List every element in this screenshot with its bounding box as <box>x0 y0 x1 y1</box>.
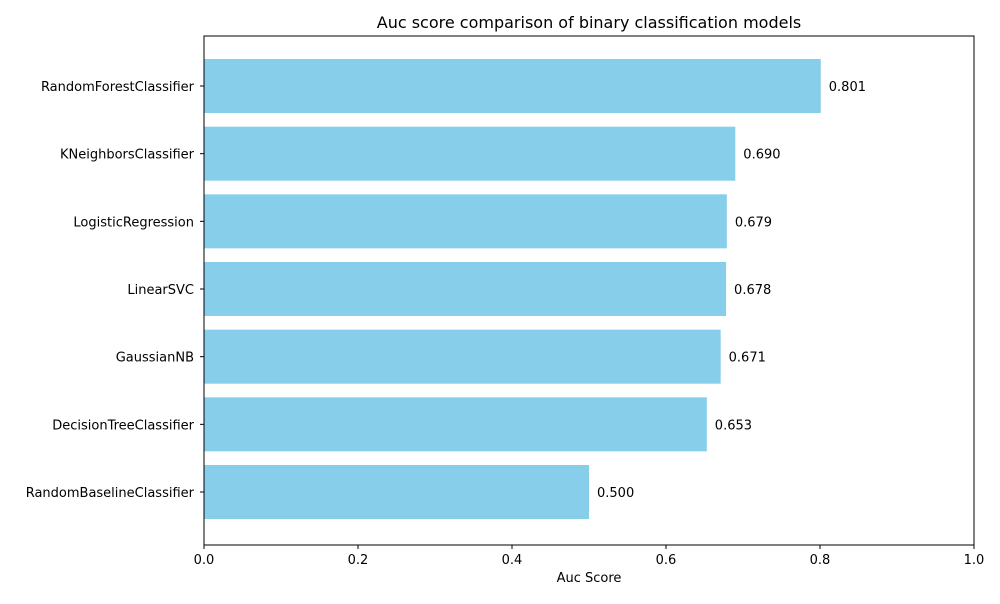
value-label-RandomBaselineClassifier: 0.500 <box>597 486 634 501</box>
value-label-KNeighborsClassifier: 0.690 <box>743 148 780 163</box>
y-tick-label-RandomForestClassifier: RandomForestClassifier <box>41 80 195 95</box>
bar-GaussianNB <box>204 329 721 384</box>
y-tick-label-GaussianNB: GaussianNB <box>116 351 194 366</box>
x-axis: 0.0 0.2 0.4 0.6 0.8 1.0 <box>194 545 985 568</box>
y-tick-label-LogisticRegression: LogisticRegression <box>73 215 194 230</box>
value-labels-layer: 0.801 0.690 0.679 0.678 0.671 0.653 0.500 <box>597 80 866 501</box>
y-tick-label-LinearSVC: LinearSVC <box>127 283 194 298</box>
x-tick-label-0.4: 0.4 <box>502 553 523 568</box>
value-label-RandomForestClassifier: 0.801 <box>829 80 866 95</box>
value-label-GaussianNB: 0.671 <box>729 351 766 366</box>
value-label-DecisionTreeClassifier: 0.653 <box>715 418 752 433</box>
value-label-LinearSVC: 0.678 <box>734 283 771 298</box>
x-tick-label-0.8: 0.8 <box>810 553 831 568</box>
x-tick-label-1.0: 1.0 <box>964 553 985 568</box>
value-label-LogisticRegression: 0.679 <box>735 215 772 230</box>
plot-frame <box>203 35 975 546</box>
x-tick-label-0.2: 0.2 <box>348 553 369 568</box>
bar-KNeighborsClassifier <box>204 126 736 181</box>
y-tick-label-RandomBaselineClassifier: RandomBaselineClassifier <box>26 486 195 501</box>
y-tick-label-DecisionTreeClassifier: DecisionTreeClassifier <box>52 418 194 433</box>
bar-RandomForestClassifier <box>204 59 821 113</box>
y-axis: RandomForestClassifier KNeighborsClassifi… <box>26 80 204 501</box>
chart-title: Auc score comparison of binary classific… <box>377 13 801 32</box>
bar-DecisionTreeClassifier <box>204 397 707 452</box>
bar-RandomBaselineClassifier <box>204 465 589 519</box>
x-tick-label-0.0: 0.0 <box>194 553 215 568</box>
bar-LinearSVC <box>204 262 727 316</box>
bar-LogisticRegression <box>204 194 727 249</box>
bars-layer <box>204 59 821 519</box>
x-axis-label: Auc Score <box>557 571 622 586</box>
x-tick-label-0.6: 0.6 <box>656 553 677 568</box>
y-tick-label-KNeighborsClassifier: KNeighborsClassifier <box>60 148 195 163</box>
